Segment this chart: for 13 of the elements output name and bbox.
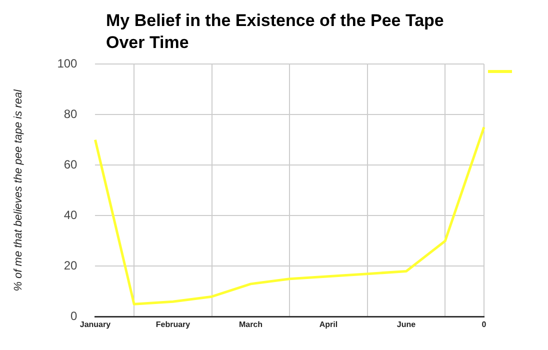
y-tick-label: 80 xyxy=(64,106,78,121)
x-tick-label: January xyxy=(80,320,112,329)
y-tick-label: 40 xyxy=(64,208,78,222)
y-tick-label: 60 xyxy=(64,157,78,172)
x-tick-label: March xyxy=(238,320,263,329)
x-tick-label: April xyxy=(319,320,338,329)
x-tick-label: February xyxy=(156,320,191,329)
chart-title: My Belief in the Existence of the Pee Tape Over Time xyxy=(106,10,445,54)
y-tick-label: 20 xyxy=(64,258,78,273)
y-tick-label: 100 xyxy=(57,56,78,70)
x-tick-label: June xyxy=(396,320,416,329)
x-tick-label: 0 xyxy=(482,320,487,329)
y-axis-title: % of me that believes the pee tape is real xyxy=(12,88,25,292)
